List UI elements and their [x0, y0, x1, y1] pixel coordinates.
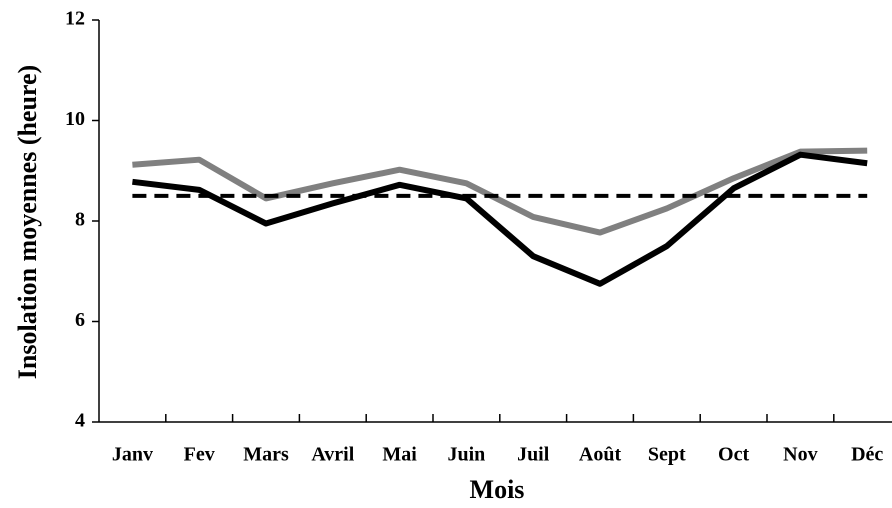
line-series — [132, 151, 868, 287]
x-tick-label: Sept — [648, 444, 686, 466]
y-tick-label: 6 — [75, 309, 85, 331]
x-tick-label: Juil — [517, 444, 550, 466]
x-tick-label: Avril — [311, 444, 354, 466]
y-axis-label: Insolation moyennes (heure) — [13, 65, 42, 379]
y-tick-label: 10 — [65, 108, 85, 130]
x-tick-label: Juin — [447, 444, 485, 466]
x-tick-label: Oct — [718, 444, 749, 466]
x-tick-label: Déc — [851, 444, 883, 466]
y-tick-label: 4 — [75, 410, 85, 432]
x-tick-label: Août — [579, 444, 622, 466]
x-axis-label: Mois — [470, 475, 525, 504]
line-series — [132, 147, 868, 236]
y-tick-label: 8 — [75, 209, 85, 231]
y-tick-label: 12 — [65, 8, 85, 30]
x-tick-label: Nov — [783, 444, 817, 466]
x-tick-label: Mars — [243, 444, 289, 466]
x-tick-label: Fev — [184, 444, 215, 466]
x-tick-label: Janv — [112, 444, 153, 466]
x-tick-label: Mai — [382, 444, 417, 466]
